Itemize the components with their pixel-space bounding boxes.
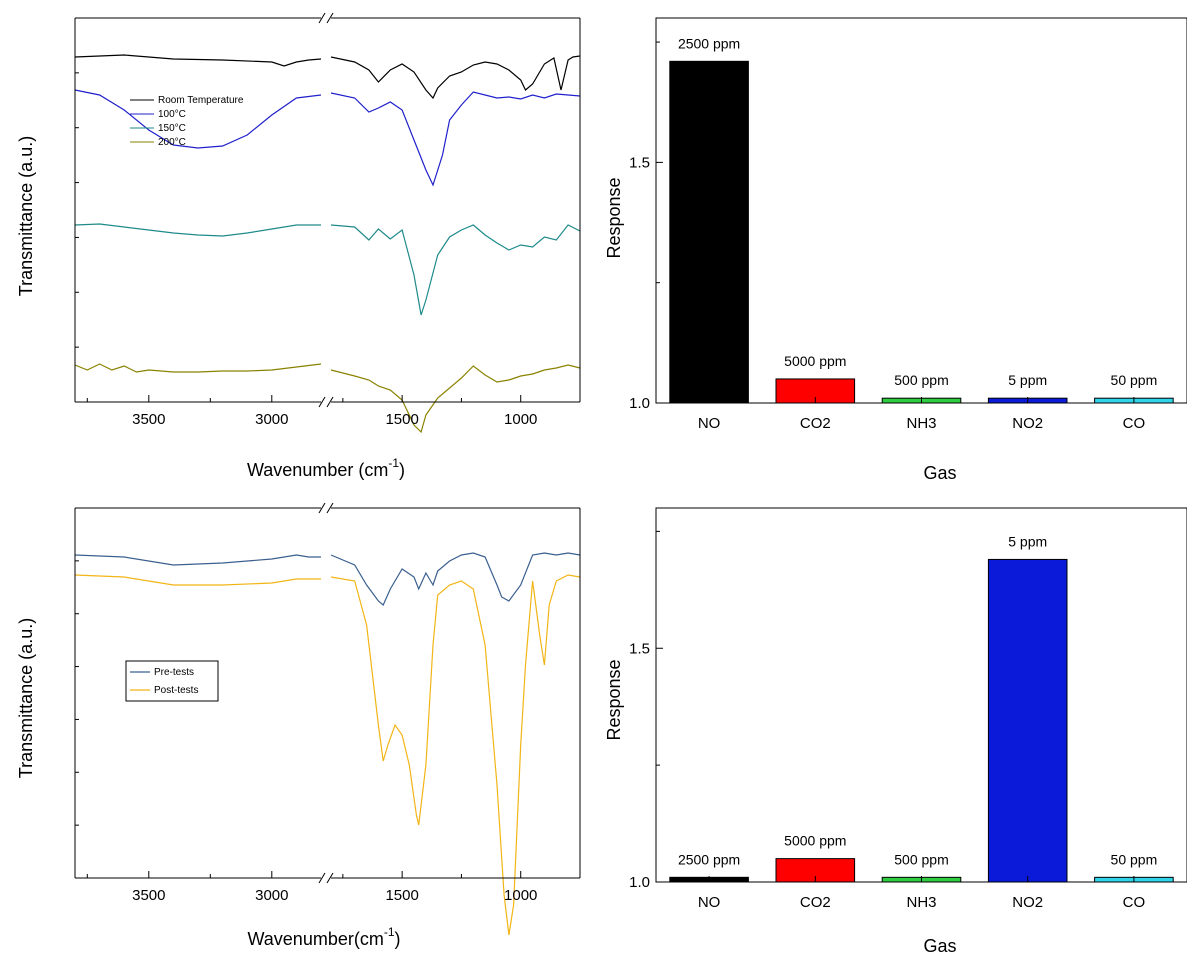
bar-top-xlabel: Gas (923, 463, 956, 483)
bar-data-label: 5000 ppm (784, 353, 846, 369)
bar-data-label: 50 ppm (1111, 851, 1158, 867)
bar-no (669, 60, 749, 404)
bar-data-label: 5000 ppm (784, 833, 846, 849)
x-tick-label: NO2 (1012, 894, 1043, 911)
x-tick-label: 1500 (385, 887, 418, 904)
bar-top-ylabel: Response (604, 177, 624, 258)
series-line (74, 363, 322, 373)
legend-post-tests: Post-tests (154, 685, 198, 696)
legend-pre-tests: Pre-tests (154, 667, 194, 678)
series-line (74, 223, 321, 237)
series-line (74, 574, 321, 586)
bar-bottom-panel: 1.0 1.5 2500 ppm NO 5000 ppm CO2 500 ppm NH3 5 p… (604, 507, 1187, 956)
bar-data-label: 2500 ppm (678, 35, 740, 51)
axis-break-mark (326, 396, 334, 408)
y-tick-label: 1.5 (629, 154, 650, 171)
bar-data-label: 500 ppm (894, 372, 948, 388)
legend-100c: 100°C (158, 109, 186, 120)
axis-break-mark (326, 12, 334, 24)
ftir-bottom-plot-area (74, 552, 581, 936)
ftir-top-plot-area (74, 54, 581, 434)
bar-data-label: 500 ppm (894, 851, 948, 867)
plot-frame (655, 507, 1187, 883)
ftir-top-panel: 3500 3000 1500 1000 Transmittance (a.u.) Wa… (16, 12, 581, 480)
axis-break-mark (326, 872, 334, 884)
x-tick-label: NO2 (1012, 415, 1043, 432)
bar-top-plot-area: 1.0 1.5 2500 ppm NO 5000 ppm CO2 500 ppm NH3 5 p… (629, 17, 1187, 432)
axis-break-mark (318, 12, 326, 24)
x-tick-label: 1000 (504, 887, 537, 904)
ftir-bottom-xlabel: Wavenumber(cm-1) (247, 925, 400, 949)
ftir-top-axes: 3500 3000 1500 1000 (74, 12, 581, 428)
bar-top-panel: 1.0 1.5 2500 ppm NO 5000 ppm CO2 500 ppm NH3 5 p… (604, 17, 1187, 483)
ftir-bottom-axes: 3500 3000 1500 1000 (74, 502, 581, 904)
series-line (74, 54, 322, 67)
series-line (330, 552, 581, 606)
x-tick-label: CO (1123, 894, 1146, 911)
axis-break-mark (318, 502, 326, 514)
ftir-bottom-legend: Pre-tests Post-tests (125, 660, 219, 702)
axis-break-mark (318, 396, 326, 408)
y-tick-label: 1.0 (629, 395, 650, 412)
x-tick-label: CO (1123, 415, 1146, 432)
y-tick-label: 1.0 (629, 874, 650, 891)
series-line (330, 574, 581, 936)
series-line (330, 91, 581, 187)
x-tick-label: NH3 (906, 415, 936, 432)
axis-break-mark (318, 872, 326, 884)
x-tick-label: 3500 (132, 887, 165, 904)
legend-200c: 200°C (158, 137, 186, 148)
axis-break-mark (326, 502, 334, 514)
bar-bottom-plot-area: 1.0 1.5 2500 ppm NO 5000 ppm CO2 500 ppm NH3 5 p… (629, 507, 1187, 911)
bar-data-label: 5 ppm (1008, 372, 1047, 388)
x-tick-label: CO2 (800, 415, 831, 432)
ftir-top-ylabel: Transmittance (a.u.) (16, 136, 36, 296)
series-line (74, 89, 322, 149)
x-tick-label: 1000 (504, 411, 537, 428)
bar-bottom-xlabel: Gas (923, 936, 956, 956)
ftir-bottom-panel: 3500 3000 1500 1000 Transmittance (a.u.) Wa… (16, 502, 581, 949)
series-line (330, 55, 581, 100)
legend-room-temperature: Room Temperature (158, 95, 244, 106)
x-tick-label: NO (698, 415, 721, 432)
x-tick-label: NO (698, 894, 721, 911)
series-line (74, 554, 321, 566)
bar-bottom-ylabel: Response (604, 659, 624, 740)
legend-150c: 150°C (158, 123, 186, 134)
series-line (330, 224, 581, 316)
ftir-top-legend: Room Temperature 100°C 150°C 200°C (130, 95, 244, 148)
x-tick-label: 3000 (255, 887, 288, 904)
x-tick-label: 1500 (385, 411, 418, 428)
x-tick-label: 3000 (255, 411, 288, 428)
series-line (330, 364, 581, 434)
bar-no2 (987, 558, 1068, 883)
x-tick-label: NH3 (906, 894, 936, 911)
ftir-bottom-ylabel: Transmittance (a.u.) (16, 618, 36, 778)
y-tick-label: 1.5 (629, 640, 650, 657)
ftir-top-xlabel: Wavenumber (cm-1) (247, 456, 405, 480)
x-tick-label: CO2 (800, 894, 831, 911)
x-tick-label: 3500 (132, 411, 165, 428)
bar-data-label: 50 ppm (1111, 372, 1158, 388)
bar-data-label: 5 ppm (1008, 533, 1047, 549)
bar-data-label: 2500 ppm (678, 851, 740, 867)
